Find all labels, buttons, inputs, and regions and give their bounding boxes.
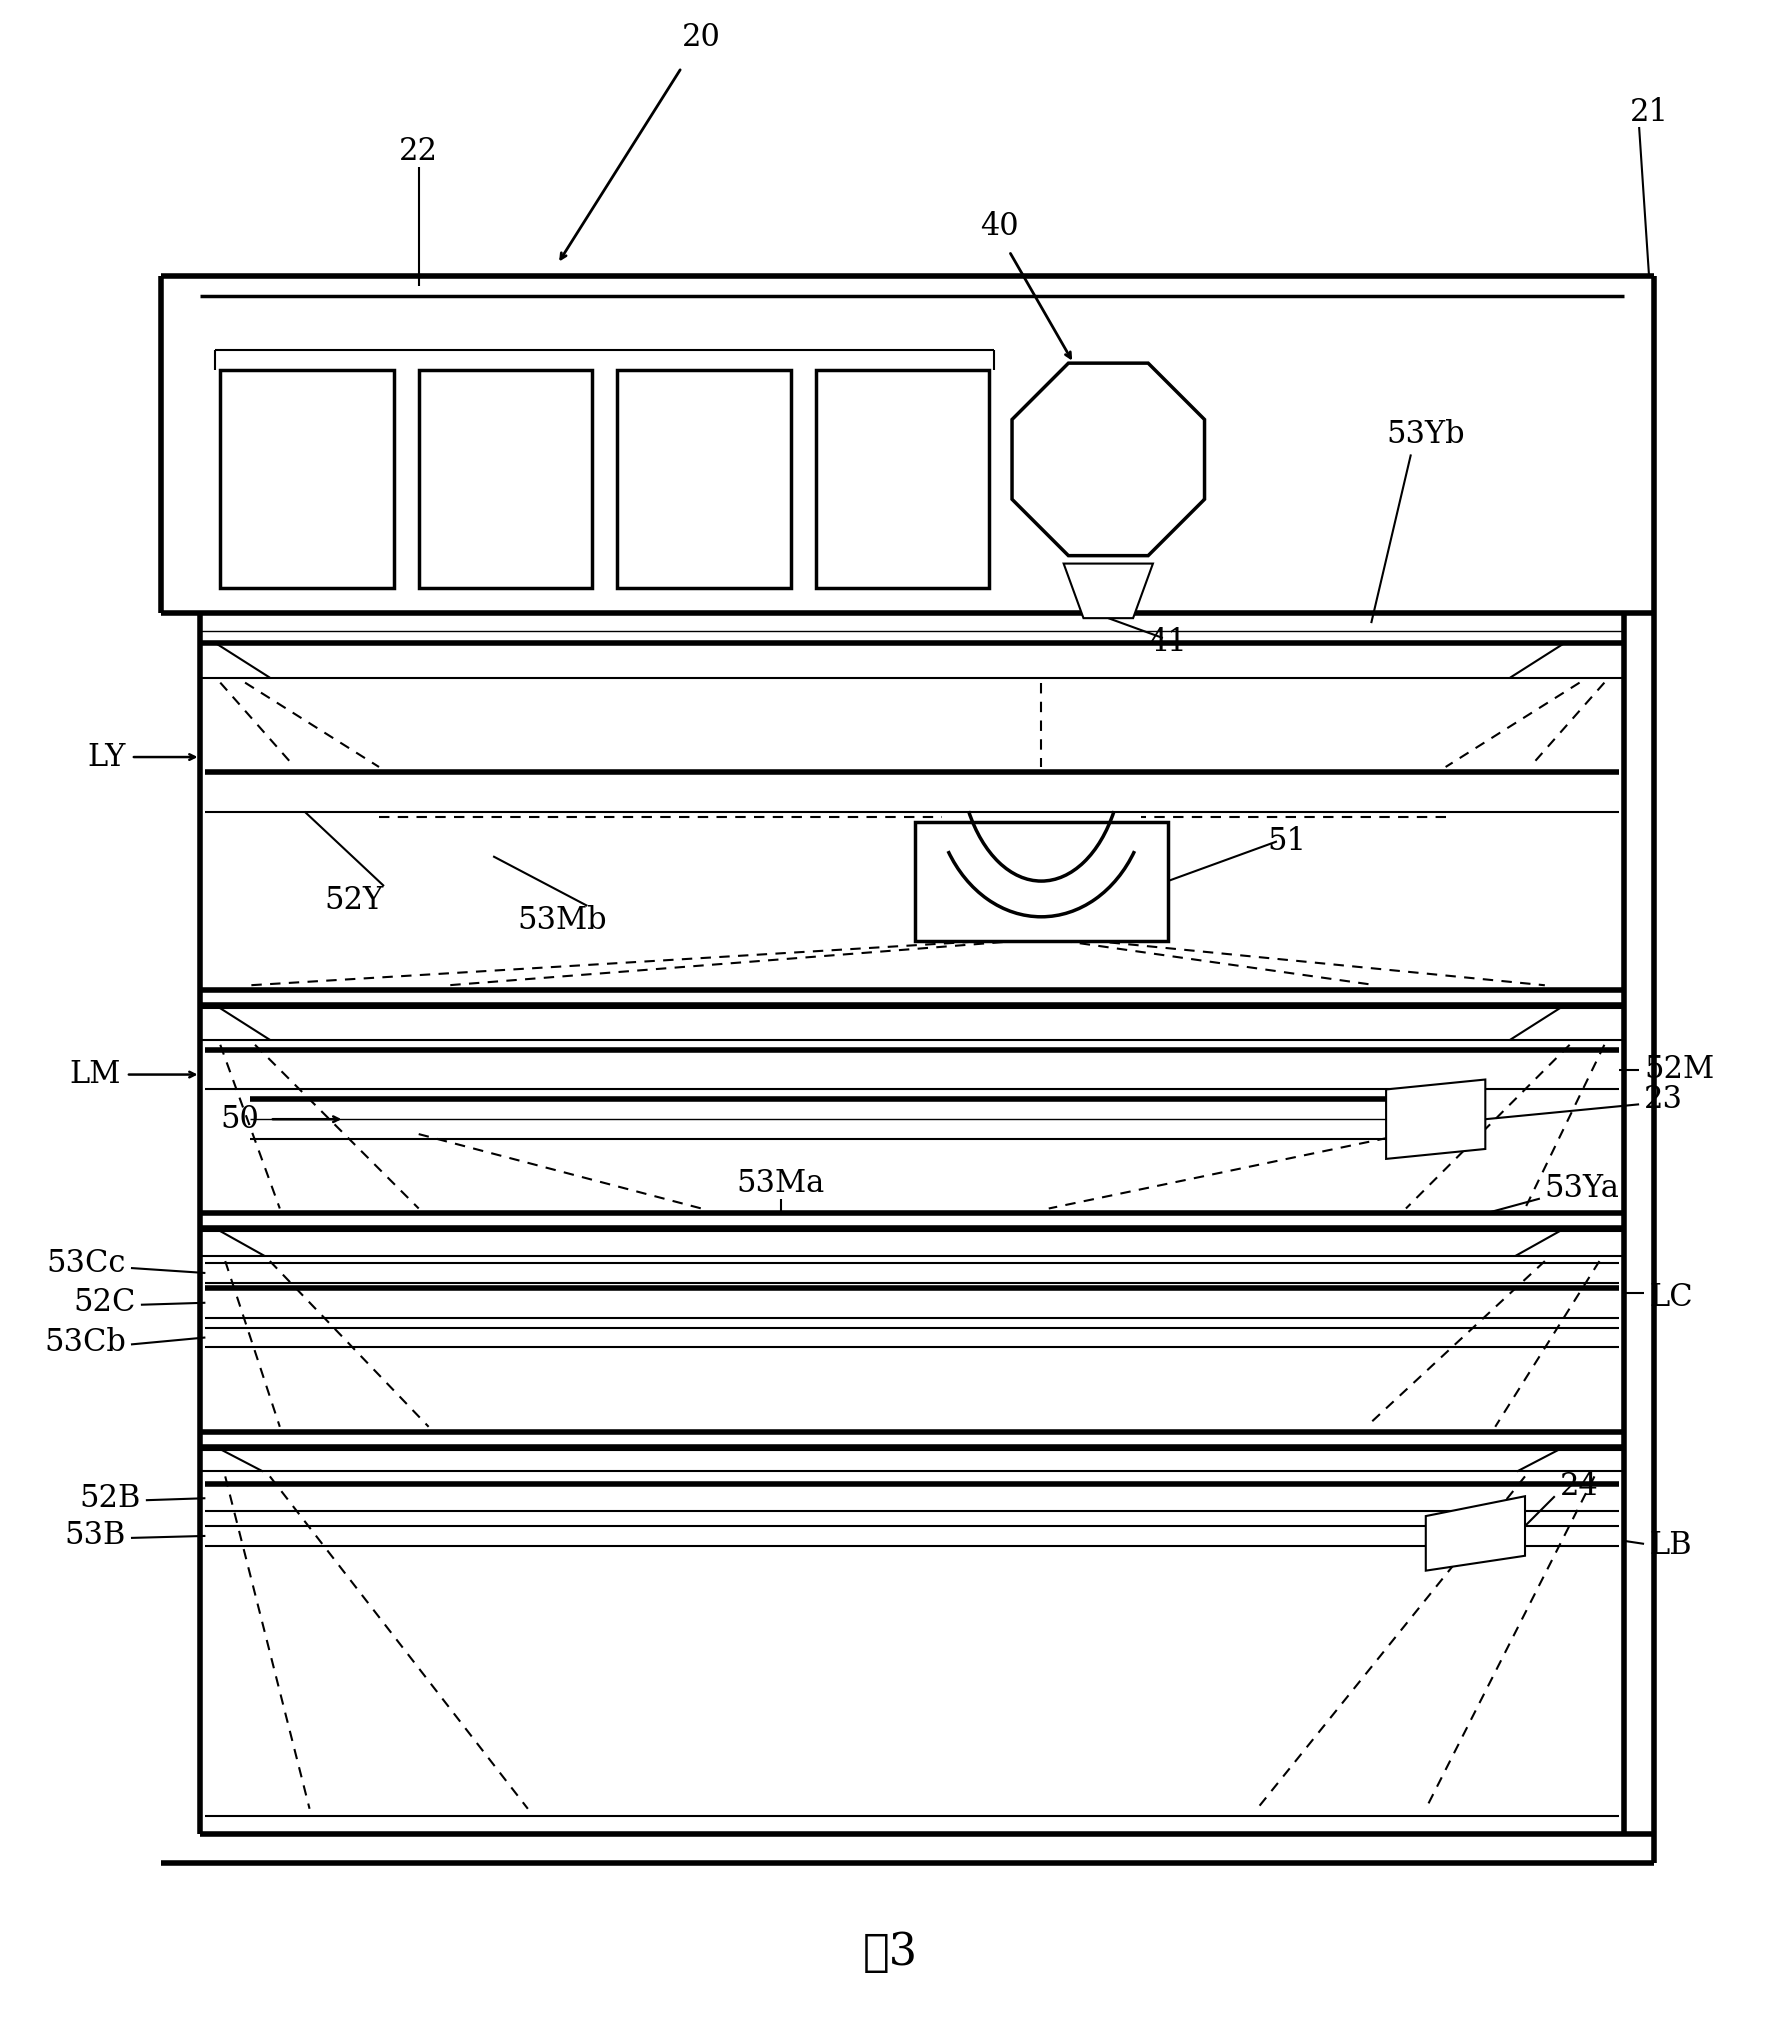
Bar xyxy=(221,371,393,588)
Text: 53Yb: 53Yb xyxy=(1387,419,1465,450)
Text: 20: 20 xyxy=(682,22,721,53)
Bar xyxy=(915,823,1168,941)
Text: 24: 24 xyxy=(1559,1470,1598,1503)
Text: 23: 23 xyxy=(1645,1083,1684,1116)
Polygon shape xyxy=(1064,564,1153,619)
Text: 51: 51 xyxy=(1267,827,1307,857)
Text: 50: 50 xyxy=(221,1104,260,1134)
Text: 40: 40 xyxy=(979,212,1018,242)
Bar xyxy=(418,371,593,588)
Text: 53Ma: 53Ma xyxy=(737,1169,824,1199)
Bar xyxy=(618,371,790,588)
Text: 53B: 53B xyxy=(64,1521,126,1551)
Text: 52B: 52B xyxy=(80,1482,141,1513)
Polygon shape xyxy=(1426,1496,1525,1570)
Text: 21: 21 xyxy=(1629,96,1668,128)
Text: 53Cb: 53Cb xyxy=(44,1327,126,1358)
Text: 52C: 52C xyxy=(73,1287,135,1317)
Text: 22: 22 xyxy=(399,136,438,167)
Text: 図3: 図3 xyxy=(863,1930,917,1975)
Text: 53Cc: 53Cc xyxy=(46,1248,126,1279)
Text: LB: LB xyxy=(1648,1531,1691,1562)
Text: LY: LY xyxy=(87,741,126,772)
Bar xyxy=(815,371,990,588)
Text: 53Ya: 53Ya xyxy=(1545,1173,1620,1203)
Text: 52M: 52M xyxy=(1645,1055,1714,1085)
Text: 53Mb: 53Mb xyxy=(518,906,607,937)
Text: LC: LC xyxy=(1648,1283,1693,1313)
Text: LM: LM xyxy=(69,1059,121,1089)
Polygon shape xyxy=(1013,362,1205,556)
Polygon shape xyxy=(1387,1079,1485,1158)
Text: 41: 41 xyxy=(1148,627,1187,658)
Text: 52Y: 52Y xyxy=(324,886,384,916)
